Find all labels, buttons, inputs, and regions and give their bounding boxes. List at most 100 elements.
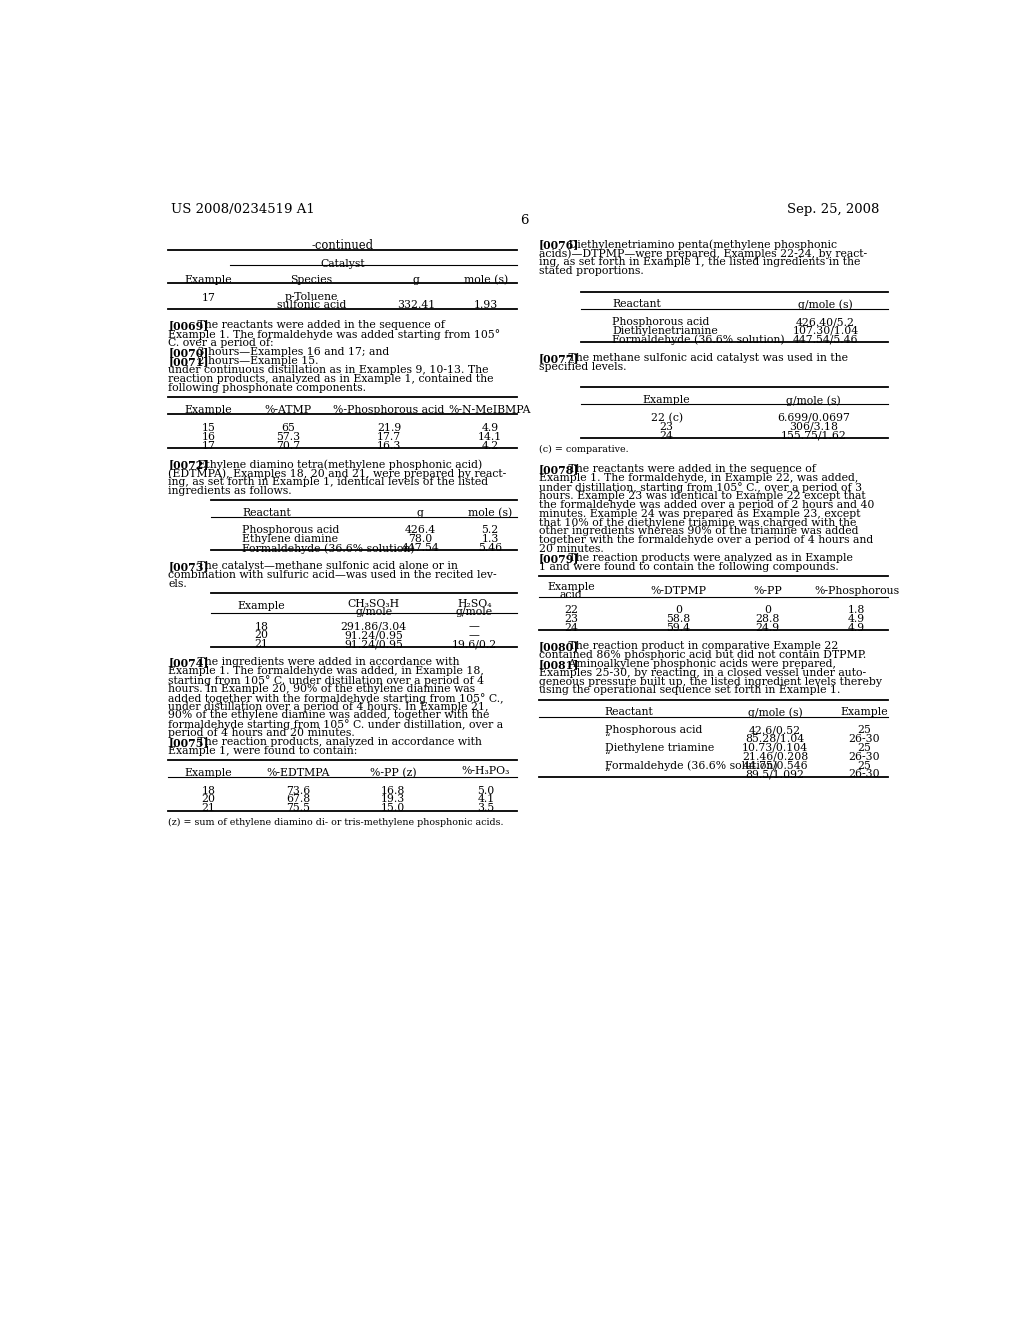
Text: stated proportions.: stated proportions. [539, 265, 643, 276]
Text: Formaldehyde (36.6% solution): Formaldehyde (36.6% solution) [242, 543, 415, 553]
Text: Example: Example [238, 601, 285, 611]
Text: Example: Example [184, 275, 232, 285]
Text: hours. In Example 20, 90% of the ethylene diamine was: hours. In Example 20, 90% of the ethylen… [168, 684, 475, 694]
Text: [0079]: [0079] [539, 553, 580, 564]
Text: 18: 18 [254, 622, 268, 631]
Text: [0073]: [0073] [168, 561, 209, 572]
Text: specified levels.: specified levels. [539, 362, 627, 372]
Text: p-Toluene: p-Toluene [285, 292, 338, 301]
Text: 306/3.18: 306/3.18 [790, 422, 839, 432]
Text: Aminoalkylene phosphonic acids were prepared,: Aminoalkylene phosphonic acids were prep… [558, 659, 836, 669]
Text: that 10% of the diethylene triamine was charged with the: that 10% of the diethylene triamine was … [539, 517, 856, 528]
Text: (EDTMPA), Examples 18, 20 and 21, were prepared by react-: (EDTMPA), Examples 18, 20 and 21, were p… [168, 469, 507, 479]
Text: 20: 20 [202, 795, 216, 804]
Text: under distillation, starting from 105° C., over a period of 3: under distillation, starting from 105° C… [539, 482, 862, 494]
Text: 107.30/1.04: 107.30/1.04 [793, 326, 858, 335]
Text: 23: 23 [659, 422, 674, 432]
Text: Example 1. The formaldehyde was added starting from 105°: Example 1. The formaldehyde was added st… [168, 329, 501, 339]
Text: Example: Example [184, 405, 232, 414]
Text: [0074]: [0074] [168, 657, 209, 668]
Text: 6.699/0.0697: 6.699/0.0697 [777, 413, 850, 422]
Text: Formaldehyde (36.6% solution): Formaldehyde (36.6% solution) [612, 335, 785, 346]
Text: g/mole: g/mole [456, 607, 493, 616]
Text: “: “ [604, 770, 610, 779]
Text: 4.9: 4.9 [848, 614, 865, 624]
Text: 15.0: 15.0 [381, 804, 406, 813]
Text: g/mole (s): g/mole (s) [748, 708, 803, 718]
Text: g: g [413, 275, 420, 285]
Text: The catalyst—methane sulfonic acid alone or in: The catalyst—methane sulfonic acid alone… [187, 561, 458, 572]
Text: period of 4 hours and 20 minutes.: period of 4 hours and 20 minutes. [168, 729, 355, 738]
Text: 3 hours—Examples 16 and 17; and: 3 hours—Examples 16 and 17; and [187, 347, 389, 358]
Text: The ingredients were added in accordance with: The ingredients were added in accordance… [187, 657, 460, 668]
Text: [0070]: [0070] [168, 347, 209, 359]
Text: ing, as set forth in Example 1, identical levels of the listed: ing, as set forth in Example 1, identica… [168, 477, 488, 487]
Text: Example 1. The formaldehyde, in Example 22, was added,: Example 1. The formaldehyde, in Example … [539, 474, 858, 483]
Text: -continued: -continued [311, 239, 374, 252]
Text: H₂SO₄: H₂SO₄ [457, 599, 492, 610]
Text: acid: acid [560, 590, 583, 601]
Text: 5.2: 5.2 [481, 525, 499, 536]
Text: 17.7: 17.7 [377, 432, 401, 442]
Text: 332.41: 332.41 [397, 300, 435, 310]
Text: 20 minutes.: 20 minutes. [539, 544, 603, 554]
Text: mole (s): mole (s) [464, 275, 508, 285]
Text: together with the formaldehyde over a period of 4 hours and: together with the formaldehyde over a pe… [539, 536, 873, 545]
Text: Examples 25-30, by reacting, in a closed vessel under auto-: Examples 25-30, by reacting, in a closed… [539, 668, 866, 677]
Text: 42.6/0.52: 42.6/0.52 [750, 725, 801, 735]
Text: Formaldehyde (36.6% solution): Formaldehyde (36.6% solution) [604, 760, 777, 771]
Text: %-EDTMPA: %-EDTMPA [266, 768, 331, 777]
Text: starting from 105° C. under distillation over a period of 4: starting from 105° C. under distillation… [168, 675, 484, 686]
Text: Diethylenetriamino penta(methylene phosphonic: Diethylenetriamino penta(methylene phosp… [558, 239, 837, 249]
Text: [0072]: [0072] [168, 459, 209, 470]
Text: The reactants were added in the sequence of: The reactants were added in the sequence… [558, 465, 815, 474]
Text: Catalyst: Catalyst [321, 259, 365, 269]
Text: %-Phosphorous: %-Phosphorous [814, 586, 899, 597]
Text: Phosphorous acid: Phosphorous acid [604, 725, 702, 735]
Text: 5.0: 5.0 [477, 785, 495, 796]
Text: 22: 22 [564, 606, 579, 615]
Text: 91.24/0.95: 91.24/0.95 [344, 631, 403, 640]
Text: 25: 25 [857, 725, 871, 735]
Text: C. over a period of:: C. over a period of: [168, 338, 274, 347]
Text: 18: 18 [202, 785, 216, 796]
Text: geneous pressure built up, the listed ingredient levels thereby: geneous pressure built up, the listed in… [539, 677, 882, 686]
Text: 16.3: 16.3 [377, 441, 401, 451]
Text: 3.5: 3.5 [477, 804, 495, 813]
Text: Example 1. The formaldehyde was added, in Example 18,: Example 1. The formaldehyde was added, i… [168, 667, 484, 676]
Text: 26-30: 26-30 [849, 734, 880, 744]
Text: sulfonic acid: sulfonic acid [276, 300, 346, 310]
Text: Diethylenetriamine: Diethylenetriamine [612, 326, 718, 335]
Text: 59.4: 59.4 [667, 623, 690, 634]
Text: 26-30: 26-30 [849, 751, 880, 762]
Text: %-N-MeIBMPA: %-N-MeIBMPA [449, 405, 531, 414]
Text: minutes. Example 24 was prepared as Example 23, except: minutes. Example 24 was prepared as Exam… [539, 508, 860, 519]
Text: 22 (c): 22 (c) [650, 413, 683, 424]
Text: 16: 16 [202, 432, 216, 442]
Text: 25: 25 [857, 743, 871, 752]
Text: %-PP (z): %-PP (z) [370, 768, 417, 779]
Text: CH₃SO₃H: CH₃SO₃H [347, 599, 399, 610]
Text: formaldehyde starting from 105° C. under distillation, over a: formaldehyde starting from 105° C. under… [168, 719, 504, 730]
Text: 91.24/0.95: 91.24/0.95 [344, 639, 403, 649]
Text: %-H₃PO₃: %-H₃PO₃ [462, 767, 510, 776]
Text: 58.8: 58.8 [667, 614, 690, 624]
Text: (c) = comparative.: (c) = comparative. [539, 445, 629, 454]
Text: ingredients as follows.: ingredients as follows. [168, 486, 292, 495]
Text: 1.3: 1.3 [481, 535, 499, 544]
Text: The reaction products were analyzed as in Example: The reaction products were analyzed as i… [558, 553, 853, 564]
Text: 1.93: 1.93 [474, 300, 498, 310]
Text: The reaction product in comparative Example 22: The reaction product in comparative Exam… [558, 642, 838, 651]
Text: following phosphonate components.: following phosphonate components. [168, 383, 367, 393]
Text: 4.9: 4.9 [481, 424, 499, 433]
Text: 26-30: 26-30 [849, 770, 880, 779]
Text: 65: 65 [282, 424, 295, 433]
Text: (z) = sum of ethylene diamino di- or tris-methylene phosphonic acids.: (z) = sum of ethylene diamino di- or tri… [168, 817, 504, 826]
Text: [0075]: [0075] [168, 737, 209, 748]
Text: 21: 21 [202, 804, 216, 813]
Text: reaction products, analyzed as in Example 1, contained the: reaction products, analyzed as in Exampl… [168, 374, 494, 384]
Text: 291.86/3.04: 291.86/3.04 [341, 622, 407, 631]
Text: 28.8: 28.8 [755, 614, 779, 624]
Text: 4.2: 4.2 [481, 441, 499, 451]
Text: Phosphorous acid: Phosphorous acid [242, 525, 339, 536]
